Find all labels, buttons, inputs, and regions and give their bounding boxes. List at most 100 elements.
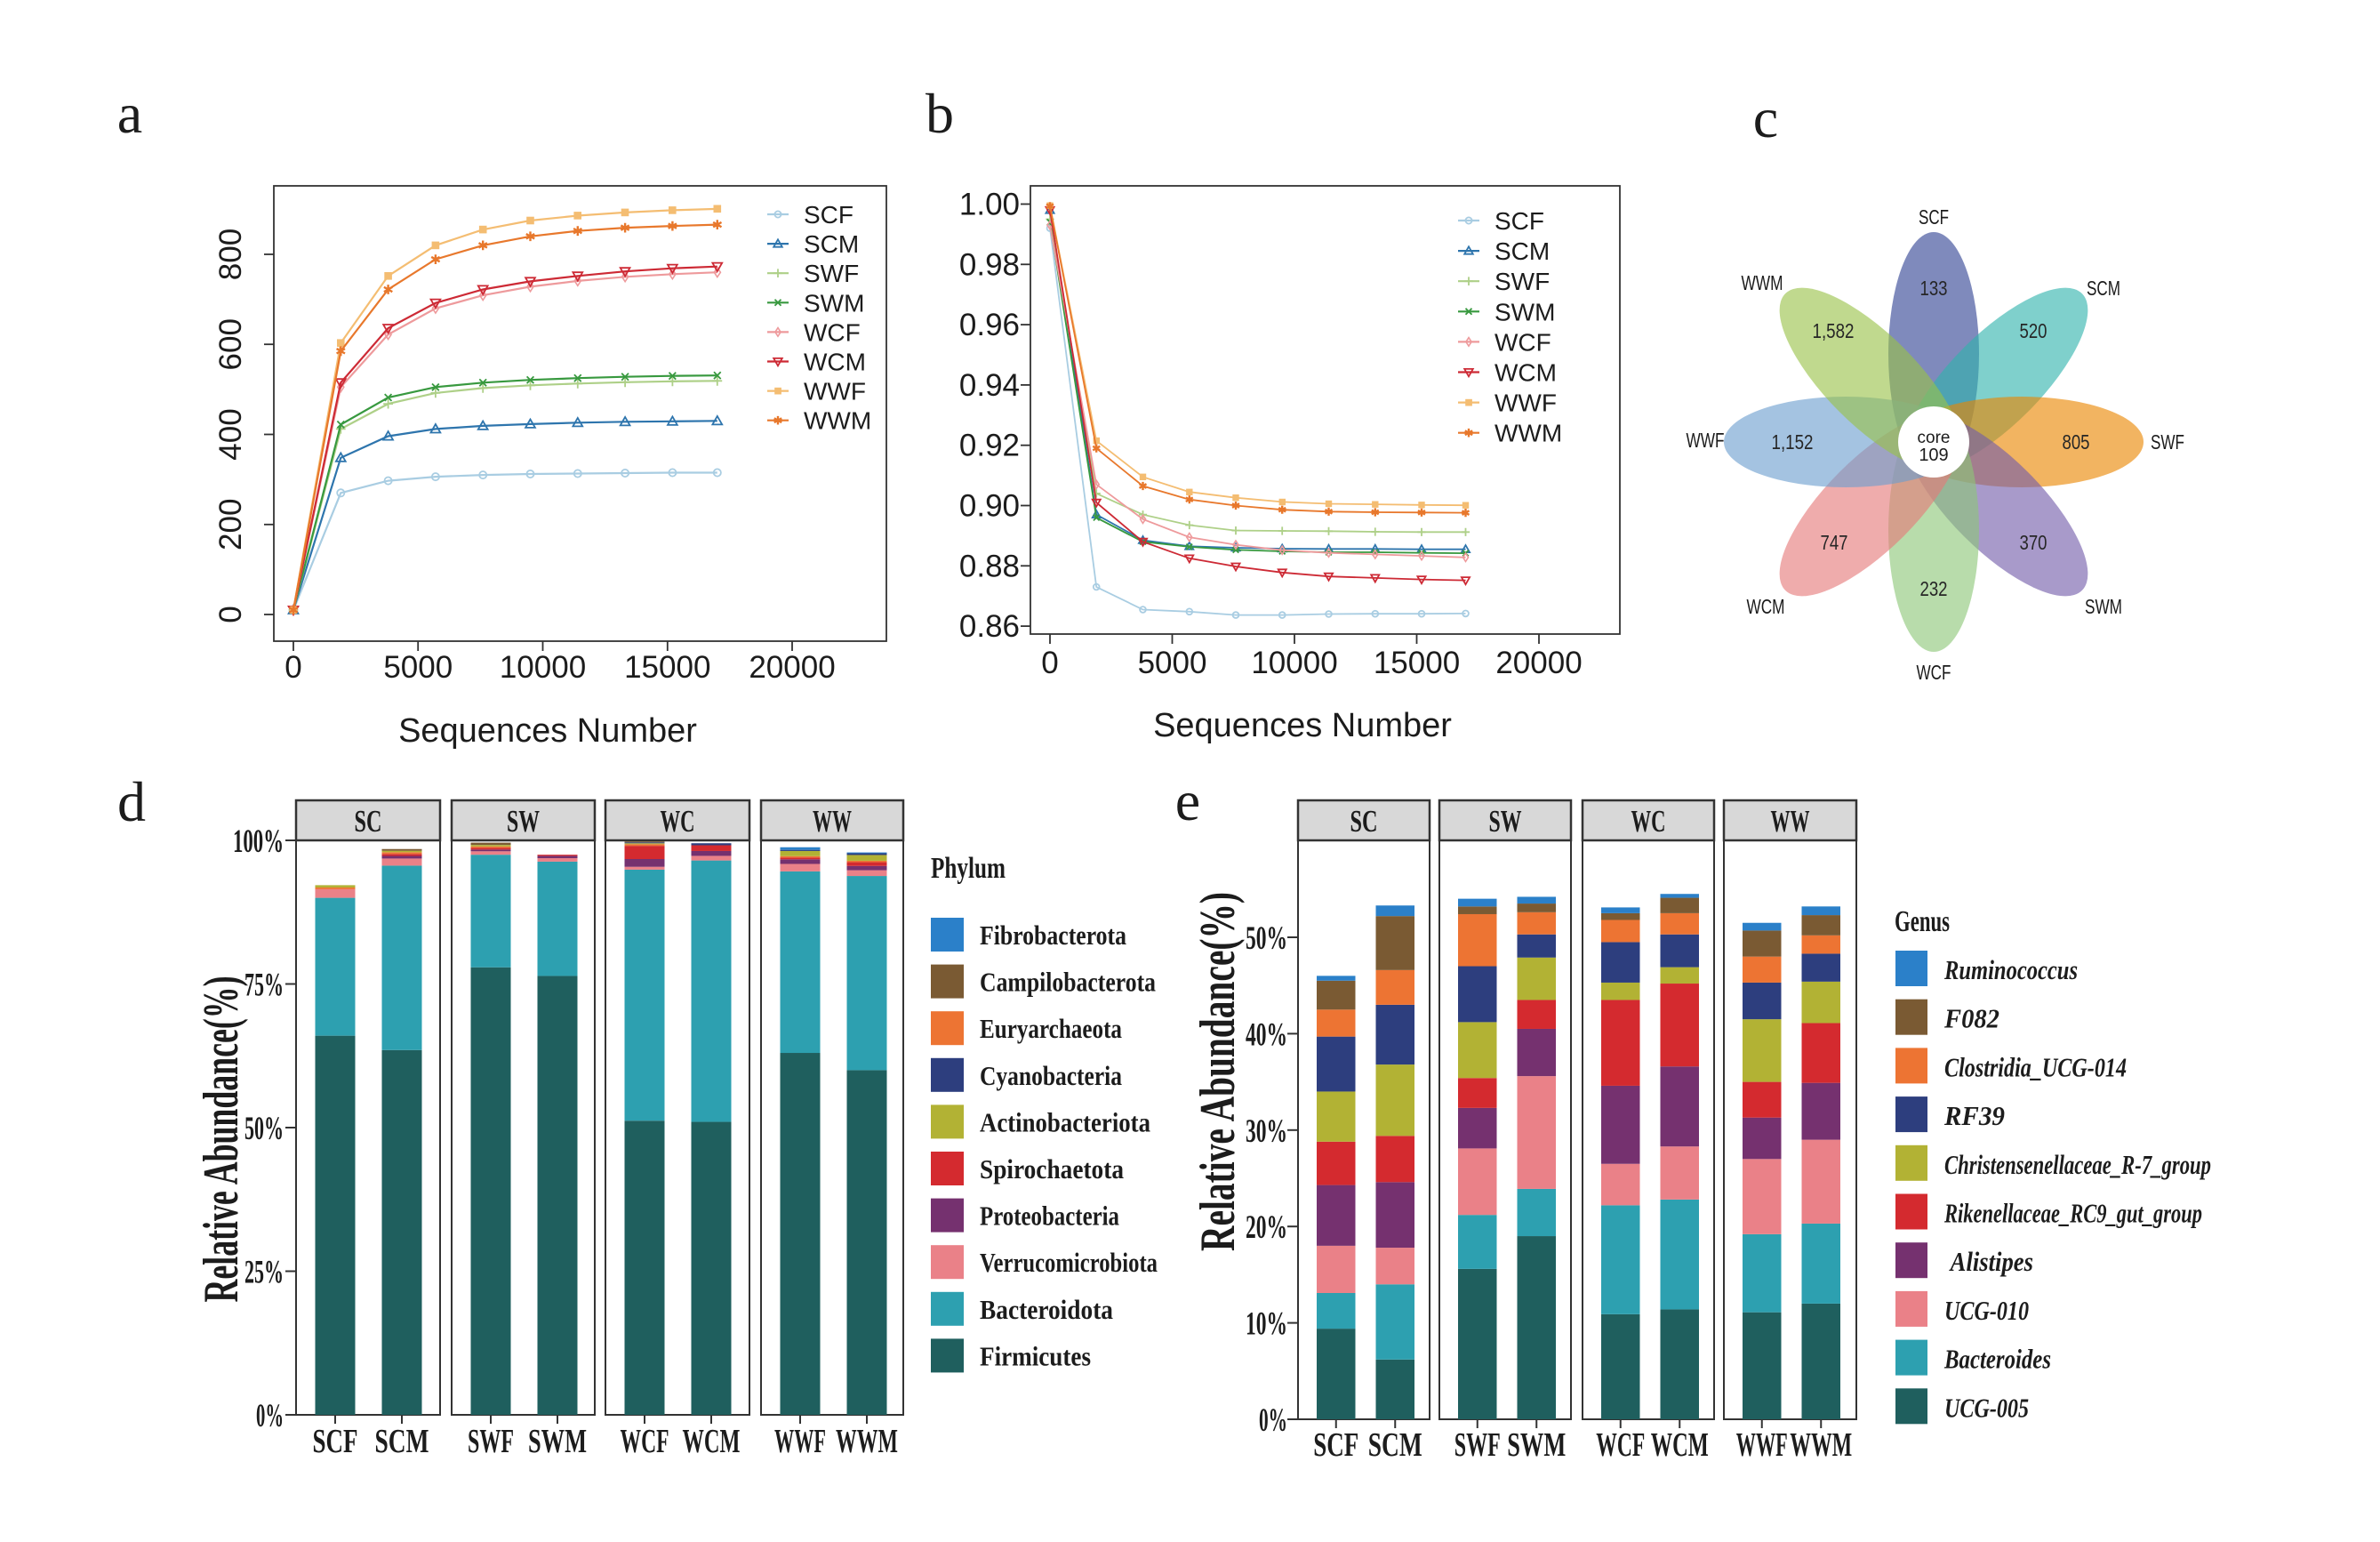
svg-text:Ruminococcus: Ruminococcus [1943, 954, 2078, 985]
svg-text:Sequences Number: Sequences Number [398, 712, 697, 750]
svg-text:0: 0 [284, 650, 301, 685]
svg-text:WCF: WCF [1495, 328, 1551, 356]
svg-text:F082: F082 [1943, 1003, 1999, 1034]
svg-text:600: 600 [213, 318, 248, 370]
svg-text:0.96: 0.96 [959, 308, 1020, 342]
svg-text:Relative Abundance(%): Relative Abundance(%) [194, 976, 249, 1303]
svg-text:SCM: SCM [375, 1423, 429, 1460]
svg-text:Bacteroidota: Bacteroidota [980, 1294, 1113, 1325]
svg-text:Campilobacterota: Campilobacterota [980, 967, 1156, 998]
svg-text:5000: 5000 [1138, 646, 1207, 680]
svg-text:15000: 15000 [624, 650, 710, 685]
svg-text:20000: 20000 [1495, 646, 1582, 680]
svg-text:Fibrobacterota: Fibrobacterota [980, 920, 1126, 951]
svg-text:WCF: WCF [621, 1423, 669, 1460]
svg-text:0: 0 [1041, 646, 1058, 680]
svg-text:WWF: WWF [774, 1423, 826, 1460]
svg-text:WCM: WCM [1495, 359, 1557, 387]
svg-text:75%: 75% [244, 968, 284, 1004]
svg-text:0.98: 0.98 [959, 247, 1020, 282]
svg-text:0.90: 0.90 [959, 489, 1020, 524]
svg-text:Cyanobacteria: Cyanobacteria [980, 1060, 1122, 1091]
svg-text:Proteobacteria: Proteobacteria [980, 1201, 1119, 1232]
svg-text:SCM: SCM [2087, 277, 2120, 300]
svg-text:Christensenellaceae_R-7_group: Christensenellaceae_R-7_group [1944, 1149, 2211, 1180]
svg-text:WWM: WWM [1790, 1426, 1852, 1464]
svg-text:10000: 10000 [500, 650, 586, 685]
svg-text:30%: 30% [1246, 1113, 1287, 1150]
svg-text:WC: WC [661, 804, 695, 839]
svg-text:WCM: WCM [1651, 1426, 1709, 1464]
svg-text:25%: 25% [244, 1255, 284, 1291]
svg-text:SCF: SCF [1495, 207, 1544, 235]
svg-text:15000: 15000 [1374, 646, 1460, 680]
svg-text:WWM: WWM [1742, 271, 1783, 294]
svg-text:WWM: WWM [836, 1423, 898, 1460]
svg-text:WWF: WWF [804, 378, 866, 406]
svg-text:200: 200 [213, 499, 248, 550]
svg-text:Phylum: Phylum [931, 852, 1006, 885]
svg-text:SWM: SWM [2085, 595, 2122, 618]
svg-text:10000: 10000 [1251, 646, 1337, 680]
svg-text:0.92: 0.92 [959, 429, 1020, 463]
svg-text:WWF: WWF [1736, 1426, 1788, 1464]
svg-text:WWF: WWF [1687, 429, 1725, 452]
svg-text:SW: SW [507, 804, 540, 839]
svg-text:400: 400 [213, 408, 248, 460]
svg-text:d: d [117, 770, 146, 833]
svg-text:SCF: SCF [1919, 205, 1949, 229]
svg-text:747: 747 [1821, 531, 1848, 554]
svg-text:20%: 20% [1246, 1209, 1287, 1246]
svg-text:100%: 100% [233, 823, 284, 860]
svg-text:SWM: SWM [1495, 298, 1555, 325]
svg-text:SCF: SCF [1313, 1426, 1358, 1464]
svg-text:SC: SC [1350, 804, 1378, 839]
svg-text:core: core [1918, 429, 1951, 447]
svg-text:WCM: WCM [804, 349, 866, 376]
svg-text:0.86: 0.86 [959, 609, 1020, 644]
svg-text:Spirochaetota: Spirochaetota [980, 1153, 1124, 1185]
svg-text:SCM: SCM [1368, 1426, 1422, 1464]
svg-text:WWM: WWM [804, 407, 871, 435]
svg-text:Sequences Number: Sequences Number [1153, 707, 1452, 744]
svg-text:800: 800 [213, 229, 248, 280]
svg-text:e: e [1175, 769, 1200, 832]
svg-text:c: c [1753, 86, 1778, 149]
svg-text:10%: 10% [1246, 1306, 1287, 1343]
svg-text:Bacteroides: Bacteroides [1943, 1344, 2051, 1375]
svg-text:SCM: SCM [804, 230, 859, 258]
svg-text:20000: 20000 [749, 650, 835, 685]
svg-text:SCF: SCF [313, 1423, 358, 1460]
svg-text:Rikenellaceae_RC9_gut_group: Rikenellaceae_RC9_gut_group [1943, 1198, 2202, 1229]
svg-text:UCG-005: UCG-005 [1944, 1392, 2029, 1423]
svg-text:SWM: SWM [528, 1423, 587, 1460]
svg-text:SWM: SWM [1507, 1426, 1566, 1464]
svg-text:0%: 0% [1259, 1402, 1287, 1439]
svg-text:WW: WW [813, 804, 852, 839]
svg-text:50%: 50% [1246, 920, 1287, 957]
svg-text:520: 520 [2020, 319, 2047, 342]
svg-text:50%: 50% [244, 1111, 284, 1147]
svg-text:SWF: SWF [804, 260, 859, 287]
svg-text:SWF: SWF [468, 1423, 514, 1460]
svg-text:WWF: WWF [1495, 390, 1557, 417]
svg-text:SWF: SWF [2151, 430, 2184, 454]
svg-text:WW: WW [1771, 804, 1810, 839]
svg-text:133: 133 [1920, 277, 1948, 300]
svg-text:WCF: WCF [1596, 1426, 1645, 1464]
svg-text:0.88: 0.88 [959, 549, 1020, 583]
svg-text:0.94: 0.94 [959, 368, 1020, 403]
svg-text:UCG-010: UCG-010 [1944, 1295, 2029, 1326]
svg-text:1,152: 1,152 [1772, 430, 1814, 454]
svg-text:SWF: SWF [1454, 1426, 1501, 1464]
svg-text:Firmicutes: Firmicutes [980, 1340, 1091, 1371]
svg-text:1,582: 1,582 [1813, 319, 1855, 342]
svg-text:SCF: SCF [804, 201, 853, 229]
svg-text:WC: WC [1631, 804, 1666, 839]
svg-text:SC: SC [355, 804, 382, 839]
svg-text:WCM: WCM [1747, 595, 1785, 618]
svg-text:370: 370 [2020, 531, 2047, 554]
svg-text:WCF: WCF [804, 318, 861, 346]
svg-text:Actinobacteriota: Actinobacteriota [980, 1106, 1150, 1137]
svg-text:WCF: WCF [1917, 661, 1951, 684]
